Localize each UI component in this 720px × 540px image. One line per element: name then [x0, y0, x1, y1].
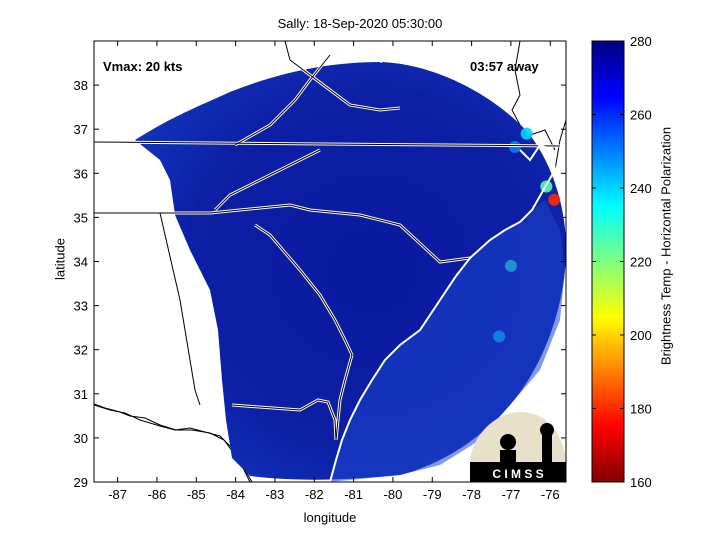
- x-tick-label: -77: [502, 487, 521, 502]
- y-tick-label: 35: [74, 210, 88, 225]
- colorbar-tick-label: 160: [630, 475, 652, 490]
- cimss-logo: C I M S S: [470, 412, 566, 482]
- colorbar-tick-label: 180: [630, 402, 652, 417]
- y-tick-label: 37: [74, 122, 88, 137]
- x-tick-label: -76: [541, 487, 560, 502]
- x-tick-label: -78: [462, 487, 481, 502]
- vmax-label: Vmax: 20 kts: [103, 59, 183, 74]
- y-axis-label: latitude: [52, 238, 68, 280]
- colorbar-ticks: 160 180 200 220 240 260 280: [592, 34, 652, 490]
- x-axis-label: longitude: [303, 510, 357, 525]
- y-tick-label: 30: [74, 431, 88, 446]
- y-axis: 29 30 31 32 33 34 35 36 37 38: [74, 78, 566, 490]
- y-tick-label: 32: [74, 343, 88, 358]
- colorbar: [592, 41, 624, 482]
- colorbar-label: Brightness Temp - Horizontal Polarizatio…: [658, 126, 674, 366]
- y-tick-label: 31: [74, 387, 88, 402]
- colorbar-tick-label: 280: [630, 34, 652, 49]
- figure-title: Sally: 18-Sep-2020 05:30:00: [277, 16, 443, 31]
- colorbar-tick-label: 200: [630, 328, 652, 343]
- logo-text: C I M S S: [492, 467, 543, 481]
- hot-spot: [548, 193, 561, 206]
- x-tick-label: -87: [108, 487, 127, 502]
- hot-spot: [520, 127, 533, 140]
- state-borders-inner: [94, 41, 561, 441]
- colorbar-tick-label: 240: [630, 181, 652, 196]
- coastline-white: [329, 143, 557, 482]
- x-tick-label: -84: [226, 487, 245, 502]
- y-tick-label: 38: [74, 78, 88, 93]
- x-tick-label: -85: [187, 487, 206, 502]
- colorbar-tick-label: 260: [630, 108, 652, 123]
- colorbar-tick-label: 220: [630, 255, 652, 270]
- x-tick-label: -86: [148, 487, 167, 502]
- x-tick-label: -82: [305, 487, 324, 502]
- y-tick-label: 29: [74, 475, 88, 490]
- time-away-label: 03:57 away: [470, 59, 539, 74]
- x-tick-label: -81: [344, 487, 363, 502]
- x-tick-label: -79: [423, 487, 442, 502]
- x-tick-label: -83: [266, 487, 285, 502]
- y-tick-label: 34: [74, 255, 88, 270]
- x-tick-label: -80: [384, 487, 403, 502]
- y-tick-label: 36: [74, 166, 88, 181]
- x-axis: -87 -86 -85 -84 -83 -82 -81 -80 -79 -78 -77 -76: [108, 41, 560, 502]
- ocean-region: [330, 200, 565, 482]
- y-tick-label: 33: [74, 299, 88, 314]
